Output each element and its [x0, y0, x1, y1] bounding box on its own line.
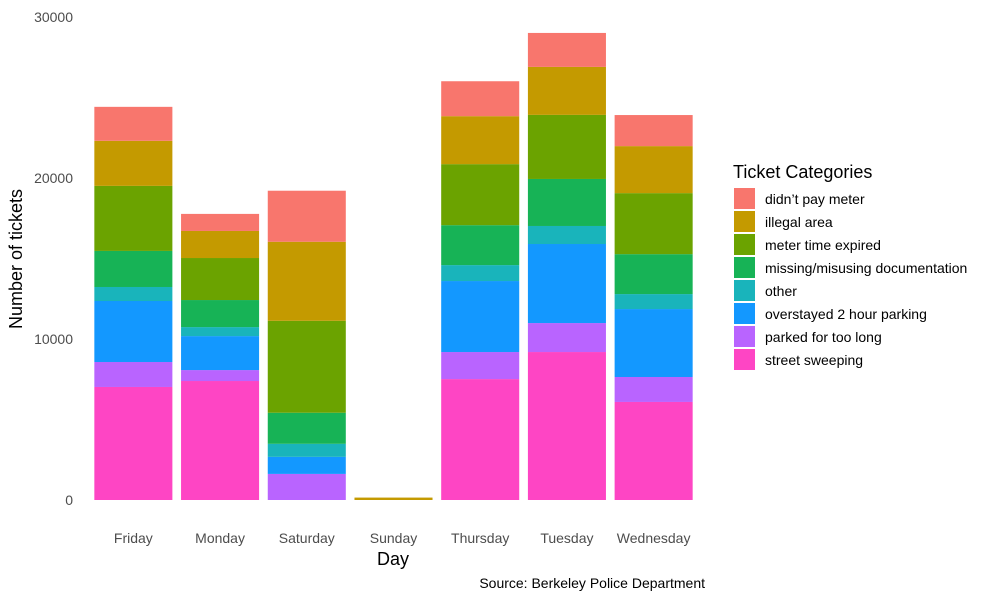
bar-segment — [441, 81, 520, 117]
bar-segment — [527, 32, 606, 67]
legend-swatch — [734, 211, 755, 232]
legend-swatch — [734, 303, 755, 324]
x-tick-label: Sunday — [370, 530, 417, 546]
bars-group — [94, 32, 693, 500]
bar-segment — [267, 241, 346, 321]
x-tick-label: Tuesday — [540, 530, 593, 546]
source-caption: Source: Berkeley Police Department — [479, 575, 705, 591]
bar-segment — [94, 386, 173, 500]
bar-segment — [94, 362, 173, 387]
bar-segment — [94, 287, 173, 302]
bar-segment — [614, 294, 693, 310]
bar-segment — [614, 146, 693, 194]
bar-segment — [614, 401, 693, 500]
bar-segment — [614, 254, 693, 295]
bar-segment — [181, 327, 260, 337]
x-axis-ticks: Friday Monday Saturday Sunday Thursday Tuesda… — [114, 530, 691, 546]
bar-segment — [441, 164, 520, 226]
bar-segment — [614, 309, 693, 377]
x-tick-label: Wednesday — [617, 530, 691, 546]
bar-segment — [441, 352, 520, 380]
legend: Ticket Categories didn’t pay meter illega… — [733, 162, 967, 370]
legend-label: illegal area — [765, 214, 833, 230]
bar-segment — [527, 225, 606, 245]
bar-segment — [527, 244, 606, 324]
bar-segment — [267, 190, 346, 242]
bar-segment — [527, 66, 606, 115]
legend-label: street sweeping — [765, 352, 863, 368]
legend-label: meter time expired — [765, 237, 881, 253]
bar-segment — [527, 352, 606, 500]
bar-segment — [94, 250, 173, 287]
y-tick-label: 20000 — [34, 170, 73, 186]
bar-segment — [181, 381, 260, 500]
bar-segment — [527, 323, 606, 353]
bar-segment — [181, 213, 260, 231]
bar-segment — [267, 456, 346, 474]
legend-swatch — [734, 257, 755, 278]
bar-segment — [267, 443, 346, 457]
bar-segment — [527, 114, 606, 179]
bar-segment — [441, 281, 520, 353]
legend-swatch — [734, 326, 755, 347]
bar-segment — [267, 412, 346, 444]
legend-label: missing/misusing documentation — [765, 260, 967, 276]
bar-segment — [181, 336, 260, 371]
bar-segment — [441, 265, 520, 282]
legend-swatch — [734, 234, 755, 255]
legend-swatch — [734, 280, 755, 301]
bar-segment — [94, 301, 173, 363]
bar-segment — [614, 193, 693, 255]
y-axis-title: Number of tickets — [6, 189, 26, 329]
legend-title: Ticket Categories — [733, 162, 872, 182]
bar-segment — [94, 185, 173, 251]
bar-segment — [267, 320, 346, 413]
bar-segment — [354, 497, 433, 500]
bar-segment — [181, 230, 260, 259]
bar-segment — [94, 140, 173, 186]
bar-segment — [267, 473, 346, 500]
x-tick-label: Monday — [195, 530, 245, 546]
legend-label: parked for too long — [765, 329, 882, 345]
bar-segment — [181, 300, 260, 328]
bar-segment — [441, 225, 520, 266]
x-tick-label: Friday — [114, 530, 153, 546]
bar-segment — [181, 370, 260, 382]
bar-segment — [181, 258, 260, 301]
bar-segment — [441, 116, 520, 165]
bar-segment — [441, 379, 520, 500]
bar-segment — [527, 178, 606, 226]
y-tick-label: 30000 — [34, 9, 73, 25]
legend-label: other — [765, 283, 797, 299]
bar-segment — [94, 106, 173, 141]
bar-segment — [614, 377, 693, 402]
x-axis-title: Day — [377, 549, 409, 569]
y-axis-ticks: 0 10000 20000 30000 — [34, 9, 73, 508]
bar-segment — [614, 115, 693, 147]
legend-swatch — [734, 188, 755, 209]
x-tick-label: Saturday — [279, 530, 335, 546]
legend-label: overstayed 2 hour parking — [765, 306, 927, 322]
y-tick-label: 0 — [65, 492, 73, 508]
legend-swatch — [734, 349, 755, 370]
x-tick-label: Thursday — [451, 530, 509, 546]
y-tick-label: 10000 — [34, 331, 73, 347]
legend-label: didn’t pay meter — [765, 191, 865, 207]
